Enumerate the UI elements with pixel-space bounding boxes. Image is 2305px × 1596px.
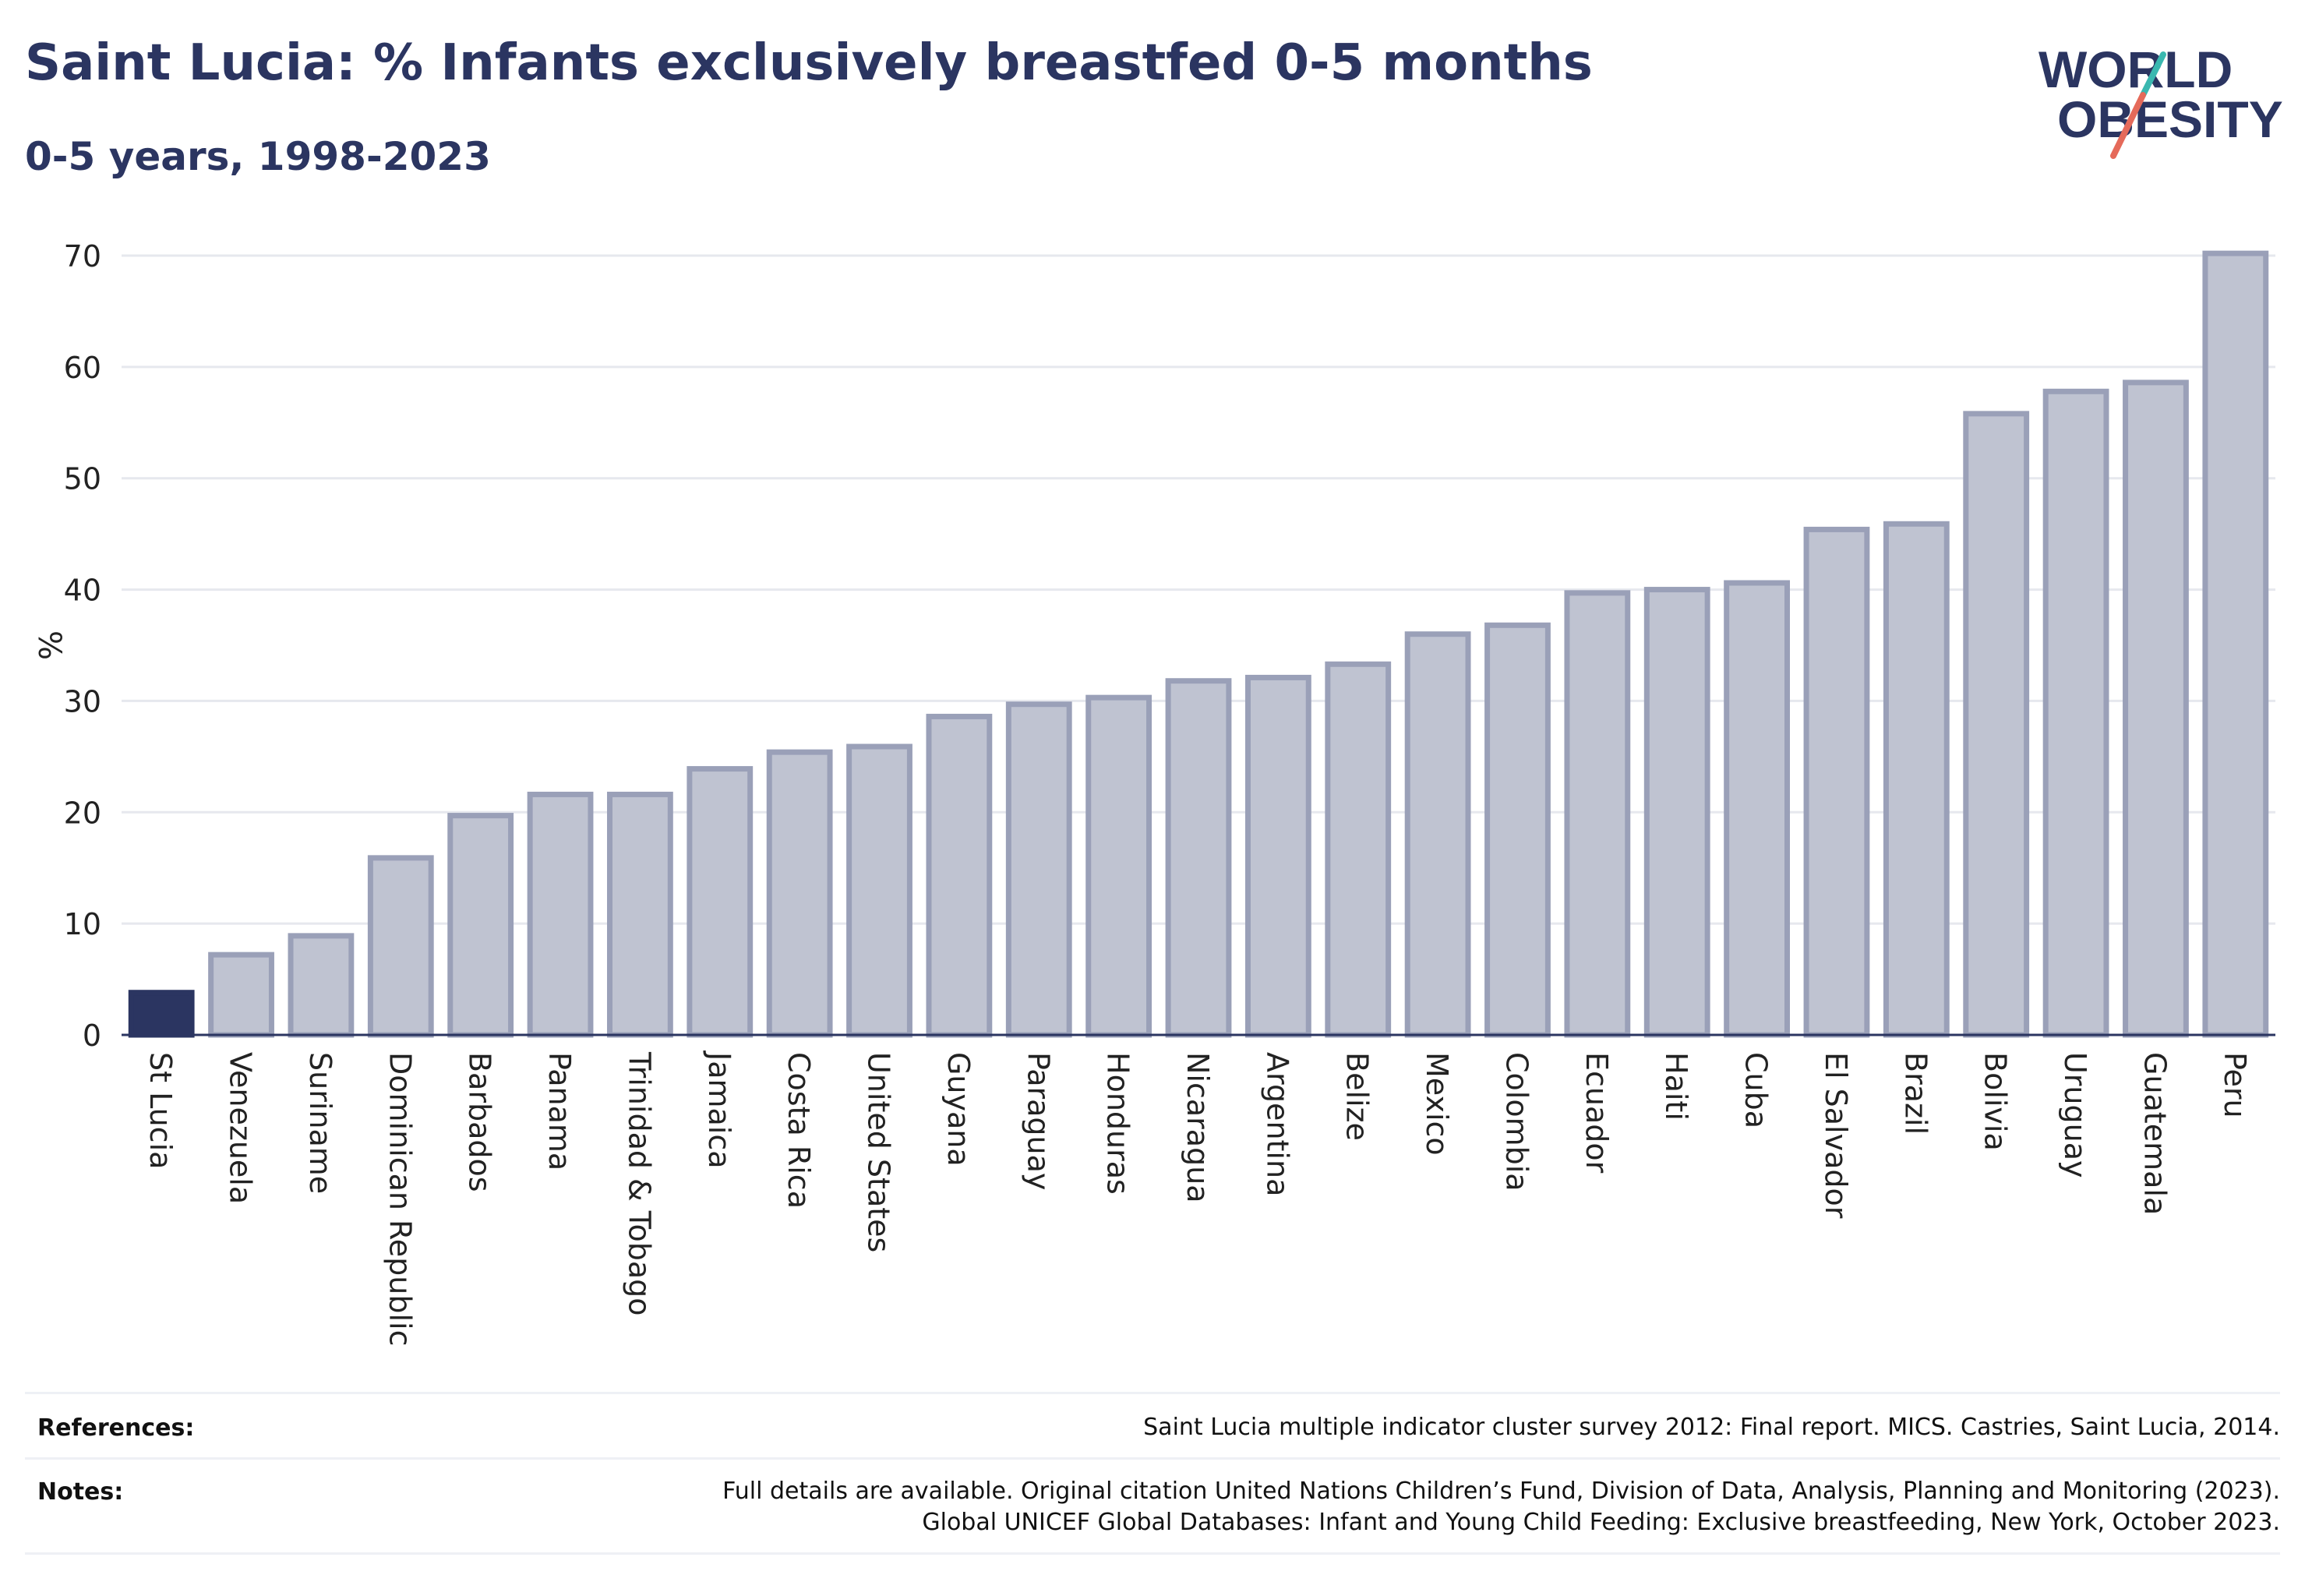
x-tick-label: St Lucia (143, 1052, 178, 1169)
references-label: References: (37, 1414, 195, 1442)
x-tick-label: Paraguay (1021, 1052, 1055, 1190)
x-tick-label: Belize (1340, 1052, 1375, 1141)
y-tick-label: 0 (83, 1019, 101, 1053)
x-tick-label: Panama (542, 1052, 577, 1171)
bar (766, 749, 833, 1038)
bar (447, 813, 514, 1038)
bar (128, 990, 195, 1038)
chart-title: Saint Lucia: % Infants exclusively breas… (25, 34, 1593, 92)
bar (367, 855, 434, 1038)
bar (1643, 587, 1710, 1038)
y-tick-label: 30 (64, 684, 101, 719)
y-tick-label: 40 (64, 574, 101, 608)
x-tick-label: Costa Rica (782, 1052, 816, 1209)
x-tick-label: El Salvador (1819, 1052, 1853, 1219)
x-tick-label: Uruguay (2058, 1052, 2092, 1178)
notes-line-1: Full details are available. Original cit… (722, 1478, 2280, 1505)
bar (288, 933, 355, 1038)
bar (1803, 526, 1870, 1038)
bar (1484, 622, 1551, 1038)
x-tick-label: United States (862, 1052, 896, 1252)
x-tick-labels: St Lucia Venezuela Suriname Dominican Repub… (143, 1050, 2252, 1346)
bar (1325, 661, 1392, 1038)
y-tick-label: 20 (64, 796, 101, 830)
x-tick-label: Suriname (303, 1052, 337, 1194)
notes-line-2: Global UNICEF Global Databases: Infant a… (922, 1509, 2280, 1536)
bars (128, 250, 2269, 1038)
x-tick-label: Brazil (1898, 1052, 1933, 1135)
bar (926, 713, 993, 1038)
bar (2123, 380, 2189, 1038)
y-tick-label: 50 (64, 462, 101, 496)
bar (607, 791, 673, 1038)
y-tick-label: 10 (64, 907, 101, 941)
x-tick-label: Peru (2218, 1052, 2252, 1118)
x-tick-label: Haiti (1659, 1052, 1693, 1121)
x-tick-label: Venezuela (224, 1052, 258, 1204)
panel-bottom-rule (25, 1552, 2280, 1555)
x-tick-label: Guatemala (2137, 1052, 2172, 1215)
x-tick-label: Honduras (1101, 1052, 1135, 1195)
world-obesity-logo: WORLD OBESITY (2038, 41, 2283, 159)
y-tick-labels: 0 10 20 30 40 50 60 70 (64, 239, 101, 1053)
bar (1564, 590, 1631, 1038)
bar (2042, 388, 2109, 1038)
bar (1963, 411, 2030, 1038)
logo-slash-red (2110, 92, 2146, 159)
x-tick-label: Barbados (463, 1052, 497, 1192)
x-tick-label: Trinidad & Tobago (622, 1051, 656, 1316)
bar (1724, 580, 1790, 1038)
references-notes-panel: References: Saint Lucia multiple indicat… (25, 1392, 2280, 1555)
bar (2202, 250, 2269, 1038)
x-tick-label: Jamaica (702, 1050, 736, 1169)
references-text: Saint Lucia multiple indicator cluster s… (1143, 1414, 2280, 1441)
notes-row: Notes: Full details are available. Origi… (25, 1457, 2280, 1553)
y-tick-label: 70 (64, 239, 101, 274)
bar-chart: 0 10 20 30 40 50 60 70 St Lucia Venezuela Surinam… (31, 239, 2275, 1346)
logo-word-world: WORLD (2038, 41, 2233, 98)
bar (1883, 521, 1950, 1038)
references-row: References: Saint Lucia multiple indicat… (25, 1392, 2280, 1460)
bar (1404, 631, 1471, 1038)
x-tick-label: Nicaragua (1181, 1052, 1215, 1203)
y-axis-label: % (31, 630, 67, 660)
bar (208, 952, 274, 1038)
y-tick-label: 60 (64, 351, 101, 385)
logo-word-obesity: OBESITY (2057, 90, 2283, 148)
notes-label: Notes: (37, 1478, 124, 1506)
bar (1244, 674, 1311, 1038)
x-tick-label: Colombia (1499, 1052, 1534, 1192)
chart-subtitle: 0-5 years, 1998-2023 (25, 134, 491, 179)
bar (846, 743, 912, 1038)
bar (687, 766, 754, 1038)
bar (527, 791, 594, 1038)
bar (1005, 701, 1072, 1038)
x-tick-label: Guyana (941, 1052, 976, 1167)
x-tick-label: Cuba (1739, 1052, 1774, 1128)
logo-slash-teal (2140, 51, 2166, 98)
bar (1085, 694, 1152, 1038)
x-tick-label: Ecuador (1580, 1052, 1614, 1174)
x-tick-label: Argentina (1260, 1052, 1294, 1196)
x-tick-label: Bolivia (1978, 1052, 2013, 1151)
bar (1165, 678, 1232, 1038)
x-tick-label: Dominican Republic (383, 1052, 417, 1346)
x-tick-label: Mexico (1420, 1052, 1454, 1156)
